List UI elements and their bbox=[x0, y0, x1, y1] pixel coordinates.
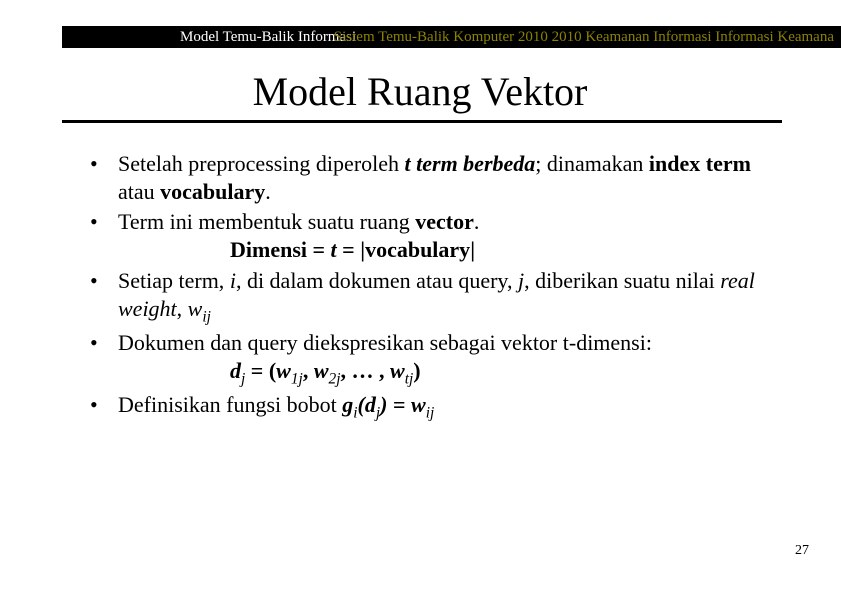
content-block: Setelah preprocessing diperoleh t term b… bbox=[90, 150, 780, 425]
page-number: 27 bbox=[795, 543, 809, 559]
text: ; dinamakan bbox=[535, 151, 649, 176]
title-underline bbox=[62, 120, 782, 123]
var-d: d bbox=[230, 358, 241, 383]
text: , bbox=[303, 358, 314, 383]
sub-ij: ij bbox=[426, 405, 435, 422]
dim-label: Dimensi = bbox=[230, 237, 331, 262]
text: Definisikan fungsi bobot bbox=[118, 392, 342, 417]
text: atau bbox=[118, 179, 160, 204]
var-w: w bbox=[314, 358, 329, 383]
text: = ( bbox=[245, 358, 276, 383]
var-w: w bbox=[390, 358, 405, 383]
list-item: Setiap term, i, di dalam dokumen atau qu… bbox=[90, 267, 780, 327]
var-w: w bbox=[188, 296, 203, 321]
sub-2j: 2j bbox=[329, 370, 341, 387]
list-item: Dokumen dan query diekspresikan sebagai … bbox=[90, 329, 780, 389]
text: , diberikan suatu nilai bbox=[524, 268, 720, 293]
term-t: t term berbeda bbox=[405, 151, 536, 176]
text: Setiap term, bbox=[118, 268, 230, 293]
text: = | bbox=[337, 237, 365, 262]
var-g: g bbox=[342, 392, 353, 417]
text: . bbox=[474, 209, 480, 234]
var-d: d bbox=[365, 392, 376, 417]
text: ( bbox=[358, 392, 365, 417]
text: , bbox=[177, 296, 188, 321]
slide-page: Model Temu-Balik Informasi Sistem Temu-B… bbox=[0, 0, 841, 595]
list-item: Term ini membentuk suatu ruang vector. D… bbox=[90, 208, 780, 264]
header-left-text: Model Temu-Balik Informasi bbox=[62, 29, 356, 46]
term-vector: vector bbox=[415, 209, 474, 234]
title-wrap: Model Ruang Vektor bbox=[90, 68, 750, 115]
term-index: index term bbox=[649, 151, 751, 176]
list-item: Definisikan fungsi bobot gi(dj) = wij bbox=[90, 391, 780, 423]
text: , di dalam dokumen atau query, bbox=[236, 268, 518, 293]
text: Setelah preprocessing diperoleh bbox=[118, 151, 405, 176]
dimension-line: Dimensi = t = |vocabulary| bbox=[118, 236, 780, 264]
var-w: w bbox=[411, 392, 426, 417]
text: Term ini membentuk suatu ruang bbox=[118, 209, 415, 234]
term-vocabulary: vocabulary bbox=[160, 179, 265, 204]
text: , … , bbox=[341, 358, 391, 383]
list-item: Setelah preprocessing diperoleh t term b… bbox=[90, 150, 780, 206]
sub-tj: tj bbox=[405, 370, 414, 387]
page-title: Model Ruang Vektor bbox=[253, 69, 588, 114]
text: ) bbox=[413, 358, 420, 383]
term-vocabulary: vocabulary bbox=[365, 237, 470, 262]
header-bar: Model Temu-Balik Informasi Sistem Temu-B… bbox=[62, 26, 841, 48]
header-right-text: Sistem Temu-Balik Komputer 2010 2010 Kea… bbox=[334, 29, 834, 46]
text: = bbox=[387, 392, 411, 417]
text: Dokumen dan query diekspresikan sebagai … bbox=[118, 330, 652, 355]
text: . bbox=[265, 179, 271, 204]
text: | bbox=[470, 237, 475, 262]
vector-equation: dj = (w1j, w2j, … , wtj) bbox=[118, 357, 780, 389]
var-w: w bbox=[276, 358, 291, 383]
sub-ij: ij bbox=[202, 308, 211, 325]
bullet-list: Setelah preprocessing diperoleh t term b… bbox=[90, 150, 780, 423]
sub-1j: 1j bbox=[291, 370, 303, 387]
